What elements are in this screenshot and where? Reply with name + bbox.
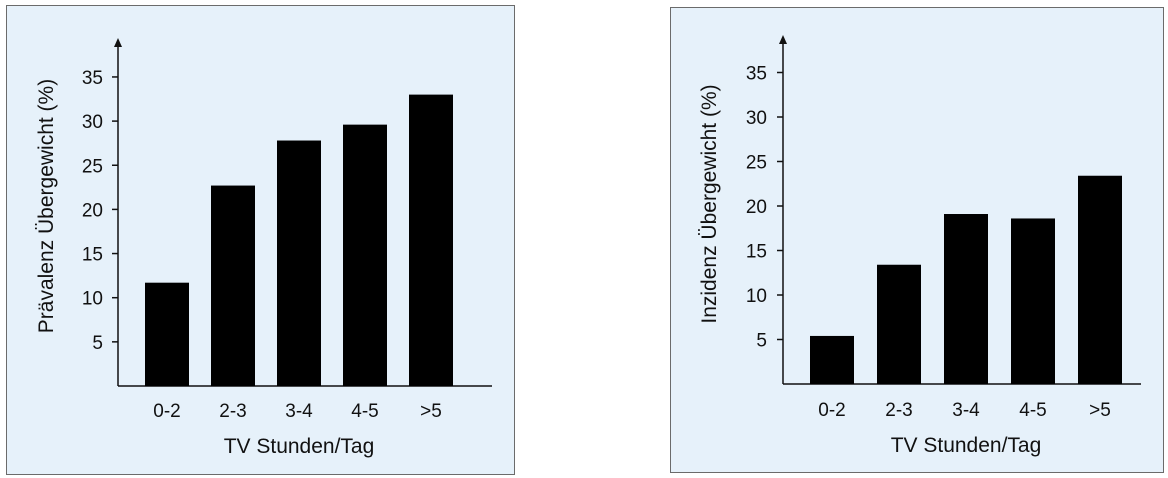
bar-gt5 (409, 94, 453, 387)
x-tick-label: 2-3 (219, 401, 246, 422)
y-tick-label: 35 (82, 68, 103, 89)
bar-0-2 (810, 335, 854, 384)
y-tick-label: 20 (82, 200, 103, 221)
y-tick-label: 30 (746, 108, 767, 129)
y-tick-label: 15 (82, 245, 103, 266)
y-axis-arrow (779, 35, 787, 44)
x-tick-label: 3-4 (952, 400, 980, 421)
bar-gt5 (1078, 175, 1122, 384)
y-tick-label: 5 (92, 333, 103, 354)
chart-panel-incidence: 5 10 15 20 25 30 35 0-2 2-3 3-4 4-5 >5 TV Stunden/Ta… (670, 7, 1164, 473)
y-axis-arrow (114, 38, 122, 47)
bar-0-2 (145, 282, 189, 386)
bar-3-4 (944, 214, 988, 384)
y-tick-label: 15 (746, 242, 767, 263)
chart-panel-prevalence: 5 10 15 20 25 30 35 0-2 2-3 3-4 4-5 >5 TV Stunden/Ta… (6, 5, 515, 475)
y-tick-label: 20 (746, 197, 767, 218)
y-tick-label: 25 (746, 153, 767, 174)
x-tick-label: 0-2 (153, 401, 180, 422)
y-tick-label: 10 (82, 289, 103, 310)
y-tick-label: 5 (756, 331, 767, 352)
x-tick-label: >5 (1089, 400, 1111, 421)
prevalence-bar-chart: 5 10 15 20 25 30 35 0-2 2-3 3-4 4-5 >5 TV Stunden/Ta… (35, 38, 492, 458)
y-tick-label: 10 (746, 286, 767, 307)
bar-2-3 (877, 264, 921, 384)
bar-3-4 (277, 140, 321, 386)
x-axis-title: TV Stunden/Tag (224, 435, 375, 458)
bar-4-5 (1011, 218, 1055, 384)
y-tick-label: 35 (746, 64, 767, 85)
y-tick-label: 30 (82, 112, 103, 133)
x-tick-label: 3-4 (285, 401, 313, 422)
x-tick-label: 4-5 (351, 401, 378, 422)
x-tick-label: 0-2 (818, 400, 845, 421)
y-axis-title: Inzidenz Übergewicht (%) (698, 84, 721, 323)
y-tick-label: 25 (82, 156, 103, 177)
incidence-bar-chart: 5 10 15 20 25 30 35 0-2 2-3 3-4 4-5 >5 TV Stunden/Ta… (698, 35, 1141, 457)
bar-2-3 (211, 185, 255, 386)
y-axis-title: Prävalenz Übergewicht (%) (35, 79, 58, 333)
x-tick-label: 4-5 (1019, 400, 1046, 421)
x-tick-label: 2-3 (885, 400, 912, 421)
bar-4-5 (343, 124, 387, 386)
x-axis-title: TV Stunden/Tag (891, 434, 1042, 457)
x-tick-label: >5 (420, 401, 442, 422)
